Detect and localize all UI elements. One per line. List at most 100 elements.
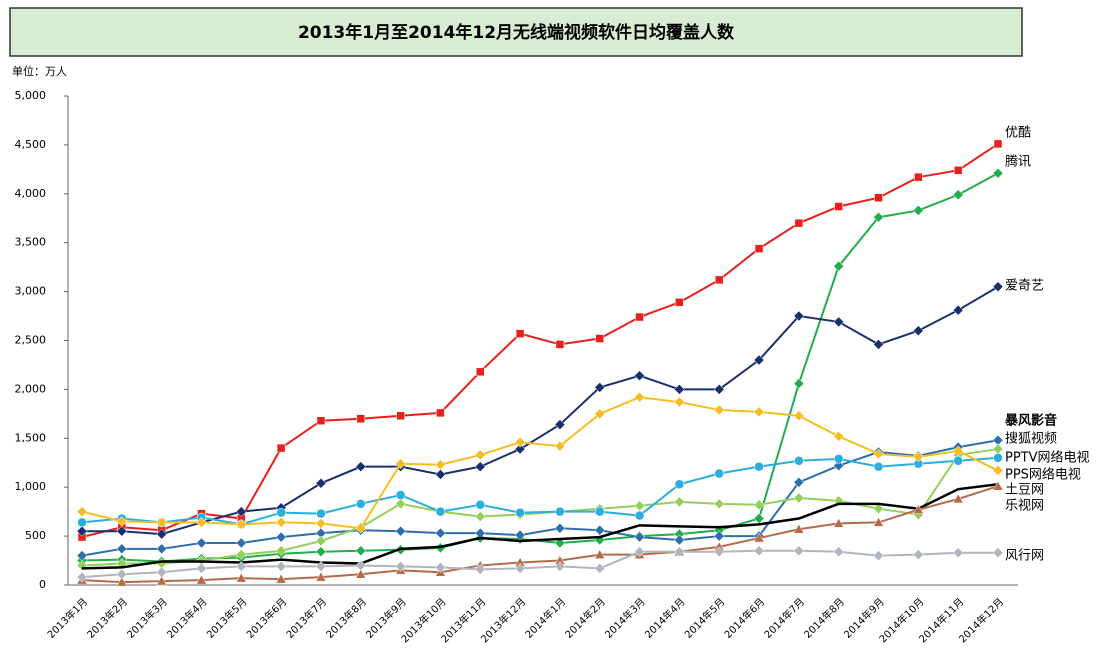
- x-tick-label: 2014年2月: [562, 595, 608, 641]
- marker: [355, 560, 367, 571]
- marker: [594, 549, 606, 559]
- marker: [873, 503, 884, 515]
- marker: [554, 537, 566, 549]
- y-tick-label: 4,000: [15, 187, 47, 200]
- marker: [435, 562, 446, 573]
- marker: [315, 561, 327, 572]
- marker: [952, 547, 964, 559]
- y-tick-label: 5,000: [15, 89, 47, 102]
- series-label: 土豆网: [1005, 483, 1044, 498]
- marker: [754, 461, 764, 472]
- marker: [713, 530, 725, 542]
- marker: [873, 211, 884, 223]
- marker: [395, 561, 406, 572]
- marker: [753, 545, 765, 557]
- x-tick-label: 2014年4月: [642, 595, 688, 641]
- marker: [793, 476, 805, 488]
- marker: [156, 528, 168, 540]
- marker: [235, 537, 247, 549]
- marker: [753, 532, 765, 543]
- marker: [794, 218, 804, 228]
- x-tick-label: 2014年3月: [602, 595, 648, 641]
- y-tick-label: 3,500: [15, 236, 47, 249]
- series-line: [81, 456, 999, 526]
- marker: [235, 519, 247, 530]
- marker: [196, 537, 207, 549]
- marker: [156, 543, 168, 555]
- marker: [116, 568, 128, 580]
- marker: [833, 460, 845, 472]
- marker: [435, 469, 446, 480]
- marker: [316, 508, 326, 519]
- title-box: [9, 7, 1023, 57]
- series-line: [82, 285, 999, 536]
- marker: [355, 568, 367, 579]
- marker: [873, 516, 884, 527]
- marker: [156, 566, 168, 578]
- marker: [116, 543, 128, 555]
- marker: [833, 430, 845, 442]
- marker: [634, 510, 645, 521]
- marker: [116, 576, 128, 587]
- marker: [993, 139, 1003, 149]
- marker: [833, 316, 845, 328]
- x-tick-label: 2013年5月: [204, 595, 250, 641]
- marker: [594, 563, 606, 574]
- marker: [315, 535, 327, 547]
- marker: [874, 193, 883, 202]
- marker: [555, 506, 565, 517]
- marker: [474, 563, 486, 575]
- x-tick-label: 2013年2月: [84, 595, 130, 641]
- marker: [833, 454, 844, 464]
- unit-label: 单位：万人: [12, 64, 67, 78]
- marker: [992, 281, 1004, 293]
- series-label: PPTV网络电视: [1005, 450, 1090, 466]
- series-label: 爱奇艺: [1005, 278, 1044, 294]
- marker: [873, 339, 884, 350]
- marker: [992, 547, 1004, 559]
- marker: [674, 384, 685, 395]
- marker: [235, 572, 247, 583]
- marker: [713, 546, 725, 558]
- series-label: 暴风影音: [1004, 413, 1057, 429]
- marker: [356, 414, 366, 423]
- y-tick-label: 4,500: [15, 138, 47, 151]
- marker: [355, 522, 367, 534]
- marker: [554, 419, 566, 430]
- marker: [793, 410, 805, 422]
- y-tick-label: 2,500: [15, 334, 47, 347]
- marker: [674, 479, 685, 490]
- marker: [474, 461, 486, 473]
- marker: [953, 456, 963, 466]
- marker: [912, 549, 924, 561]
- marker: [355, 461, 367, 473]
- marker: [953, 166, 963, 175]
- marker: [275, 531, 287, 543]
- marker: [873, 448, 884, 460]
- marker: [275, 545, 287, 557]
- marker: [873, 550, 884, 562]
- marker: [912, 504, 924, 514]
- x-tick-label: 2013年4月: [164, 595, 210, 641]
- marker: [793, 378, 805, 389]
- marker: [77, 517, 87, 528]
- marker: [554, 561, 566, 572]
- marker: [793, 492, 805, 504]
- marker: [873, 461, 884, 472]
- chart-title: 2013年1月至2014年12月无线端视频软件日均覆盖人数: [298, 22, 735, 43]
- marker: [196, 563, 207, 574]
- x-tick-label: 2013年8月: [323, 595, 369, 641]
- marker: [275, 561, 287, 572]
- marker: [235, 549, 247, 561]
- marker: [833, 546, 845, 558]
- marker: [912, 451, 924, 463]
- marker: [952, 304, 964, 316]
- marker: [833, 260, 845, 272]
- marker: [514, 443, 526, 455]
- marker: [555, 340, 565, 349]
- x-tick-label: 2013年3月: [124, 595, 170, 641]
- marker: [476, 367, 485, 377]
- marker: [952, 189, 964, 201]
- marker: [515, 507, 525, 518]
- marker: [952, 445, 964, 457]
